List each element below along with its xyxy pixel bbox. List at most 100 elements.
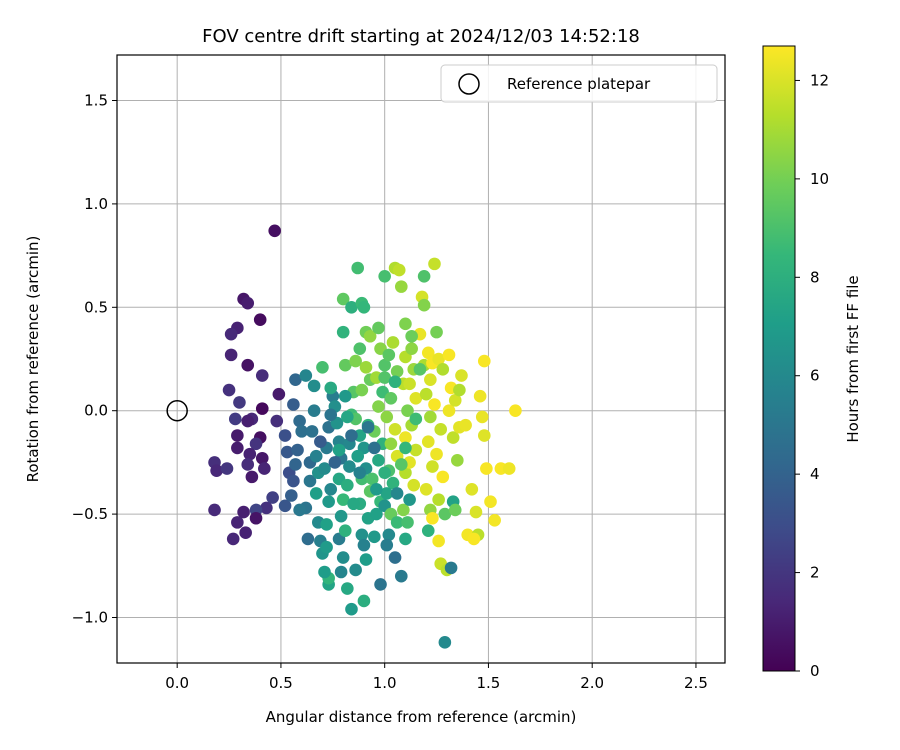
data-point — [413, 363, 427, 376]
data-point — [332, 443, 346, 457]
plot-frame — [116, 54, 726, 664]
data-point — [357, 538, 371, 552]
data-point — [314, 435, 327, 449]
data-point — [309, 449, 323, 463]
data-point — [372, 454, 385, 467]
data-point — [403, 493, 416, 506]
data-point — [409, 443, 423, 457]
data-point — [370, 507, 383, 521]
data-point — [334, 565, 348, 579]
data-point — [380, 538, 394, 552]
data-point — [388, 551, 402, 564]
data-point — [272, 387, 286, 401]
data-point — [338, 358, 352, 372]
data-point — [318, 462, 331, 475]
data-point — [382, 348, 396, 362]
colorbar-tick-label: 10 — [810, 170, 829, 188]
data-point — [266, 491, 279, 504]
data-point — [380, 410, 394, 424]
data-point — [237, 505, 250, 519]
y-tick-label: −1.0 — [72, 609, 108, 627]
colorbar-tick-label: 8 — [810, 268, 820, 286]
grid — [117, 55, 725, 663]
data-point — [473, 389, 487, 403]
data-point — [363, 329, 377, 343]
data-point — [424, 373, 437, 386]
x-tick-label: 2.0 — [580, 674, 604, 692]
data-point — [421, 435, 435, 449]
data-point — [432, 352, 445, 366]
colorbar-tick-label: 4 — [810, 465, 820, 483]
data-point — [442, 404, 456, 418]
data-point — [287, 474, 300, 488]
data-point — [378, 371, 391, 384]
data-point — [287, 398, 300, 411]
data-point — [345, 602, 358, 616]
colorbar-tick-label: 0 — [810, 662, 820, 680]
data-point — [324, 408, 338, 422]
data-point — [291, 443, 304, 457]
data-point — [222, 383, 236, 397]
data-point — [390, 487, 404, 500]
data-point — [278, 429, 292, 442]
data-point — [220, 462, 234, 475]
colorbar-tick-label: 12 — [810, 71, 829, 89]
data-point — [388, 423, 402, 436]
data-point — [253, 313, 267, 327]
data-point — [357, 594, 371, 608]
data-point — [390, 516, 404, 529]
data-point — [351, 449, 365, 463]
data-point — [224, 348, 238, 362]
data-point — [432, 534, 445, 548]
colorbar-gradient — [762, 45, 796, 672]
data-point — [341, 410, 354, 424]
data-point — [309, 487, 323, 500]
data-point — [403, 377, 416, 391]
data-point — [336, 493, 350, 506]
data-point — [368, 441, 381, 455]
data-point — [324, 482, 338, 496]
data-point — [258, 462, 271, 475]
data-point — [509, 404, 522, 418]
chart-title: FOV centre drift starting at 2024/12/03 … — [202, 26, 640, 47]
data-point — [438, 636, 452, 649]
data-point — [289, 458, 302, 471]
y-tick-label: 0.0 — [84, 402, 108, 420]
data-point — [488, 514, 501, 527]
x-axis-ticks: 0.0 0.5 1.0 1.5 2.0 2.5 — [165, 663, 708, 692]
data-point — [426, 511, 439, 525]
y-tick-label: 0.5 — [84, 298, 108, 316]
data-point — [446, 431, 460, 444]
data-point — [349, 354, 362, 368]
data-point — [241, 414, 255, 428]
y-tick-label: 1.5 — [84, 91, 108, 109]
data-point — [226, 532, 240, 546]
data-point — [390, 365, 404, 378]
data-point — [394, 458, 408, 471]
data-point — [353, 466, 367, 480]
data-point — [432, 493, 445, 506]
data-point — [436, 363, 450, 376]
data-point — [239, 526, 252, 540]
data-point — [417, 298, 431, 312]
data-point — [401, 404, 414, 418]
data-point — [484, 495, 497, 508]
data-point — [255, 402, 269, 415]
colorbar-label: Hours from first FF file — [844, 275, 862, 442]
data-point — [293, 414, 306, 428]
data-point — [355, 383, 369, 397]
data-point — [399, 532, 412, 546]
data-point — [417, 269, 431, 283]
data-point — [228, 412, 242, 426]
data-point — [295, 425, 308, 438]
data-point — [243, 447, 257, 461]
data-point — [241, 358, 255, 372]
data-point — [231, 429, 244, 442]
data-point — [378, 269, 391, 283]
data-point — [421, 524, 435, 537]
data-point — [388, 375, 402, 389]
data-point — [502, 462, 516, 475]
data-point — [386, 476, 400, 490]
data-point — [419, 387, 433, 401]
